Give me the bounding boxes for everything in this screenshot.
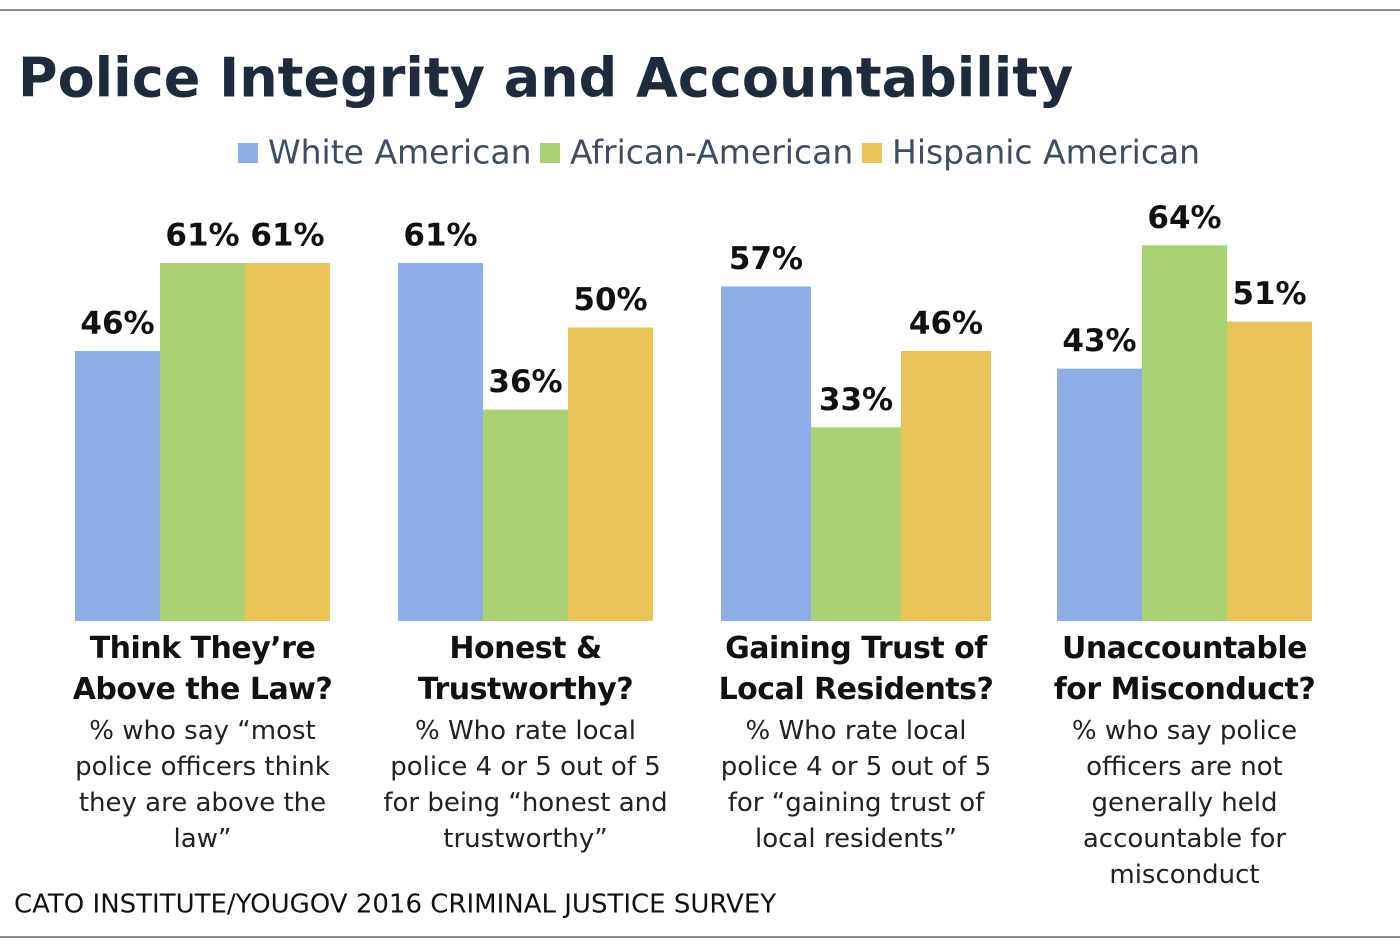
value-label: 50% [573,282,647,318]
source: CATO INSTITUTE/YOUGOV 2016 CRIMINAL JUST… [14,890,776,920]
value-label: 61% [165,217,239,253]
legend-label: African-American [570,133,853,172]
legend-swatch [238,143,258,163]
value-label: 43% [1062,323,1136,359]
bar [721,286,811,621]
bar [568,327,653,621]
value-label: 64% [1147,200,1221,236]
value-label: 33% [819,382,893,418]
bar [160,262,245,621]
bar [75,350,160,621]
category-description: % Who rate local police 4 or 5 out of 5 … [720,716,992,854]
value-label: 46% [909,305,983,341]
value-label: 36% [488,364,562,400]
value-label: 61% [250,217,324,253]
bar [811,427,901,621]
value-label: 61% [403,217,477,253]
category-description: % Who rate local police 4 or 5 out of 5 … [383,716,668,854]
category-label: Think They’re Above the Law? [72,631,333,707]
category-label: Unaccountable for Misconduct? [1053,631,1316,707]
bar [1227,321,1312,621]
value-label: 57% [729,241,803,277]
category-label: Gaining Trust of Local Residents? [718,631,994,707]
chart-title: Police Integrity and Accountability [18,47,1073,110]
legend-label: White American [268,133,531,172]
bar [245,262,330,621]
category-description: % who say police officers are not genera… [1071,716,1298,890]
bar [1142,245,1227,621]
value-label: 51% [1232,276,1306,312]
bar [1057,368,1142,621]
legend-swatch [540,143,560,163]
legend-label: Hispanic American [892,133,1200,172]
legend-swatch [862,143,882,163]
category-description: % who say “most police officers think th… [75,716,330,854]
bar [901,350,991,621]
category-label: Honest & Trustworthy? [417,631,634,707]
bar [398,262,483,621]
bar [483,409,568,621]
value-label: 46% [80,305,154,341]
legend: White American African-American Hispanic A… [238,133,1200,172]
